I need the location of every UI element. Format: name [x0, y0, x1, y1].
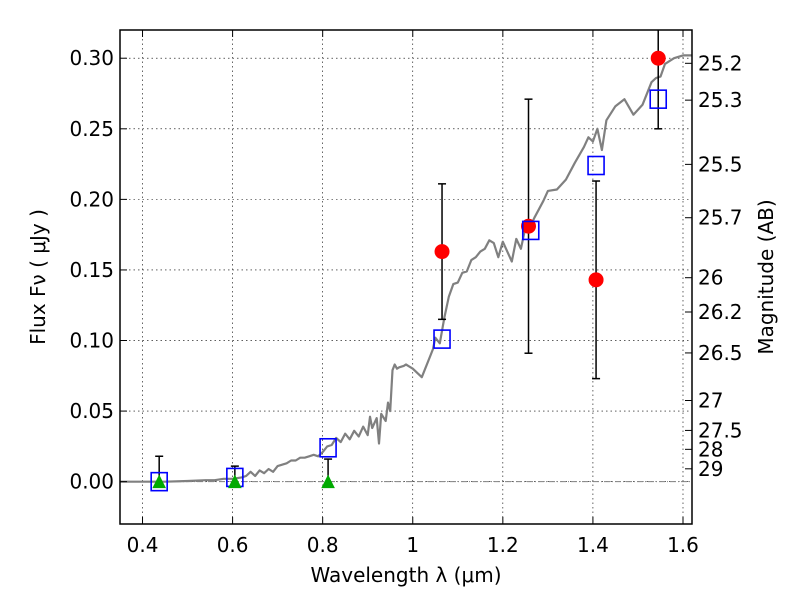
template-spectrum-line	[120, 54, 692, 483]
photometry-point	[588, 272, 604, 288]
x-tick-label: 0.6	[217, 533, 249, 557]
upper-limit-triangle	[228, 474, 242, 489]
y-tick-label: 0.15	[69, 258, 114, 282]
model-flux-square	[649, 89, 668, 109]
model-flux-square	[587, 155, 605, 176]
magnitude-tick-label: 28	[698, 437, 723, 461]
x-tick-label: 1.4	[577, 533, 609, 557]
model-flux-square	[433, 329, 451, 349]
magnitude-tick-label: 29	[698, 457, 723, 481]
error-bars	[155, 30, 663, 482]
grid	[120, 30, 692, 524]
upper-limit-triangle	[321, 474, 335, 489]
data-markers	[150, 50, 668, 492]
x-axis-title: Wavelength λ (μm)	[310, 563, 501, 587]
x-tick-label: 0.8	[307, 533, 339, 557]
y-tick-label: 0.30	[69, 46, 114, 70]
magnitude-axis-title: Magnitude (AB)	[754, 199, 778, 354]
x-tick-label: 1.2	[487, 533, 519, 557]
tick-labels: 0.4 0.6 0.8 1 1.2 1.4 1.6 0.00 0.05 0.10 0.15 0.20 0…	[69, 46, 742, 557]
y-tick-label: 0.20	[69, 187, 114, 211]
y-tick-label: 0.10	[69, 329, 114, 353]
magnitude-tick-label: 26.5	[698, 341, 743, 365]
spectrum-line	[120, 54, 692, 483]
magnitude-tick-label: 25.3	[698, 88, 743, 112]
model-flux-square	[319, 437, 337, 458]
x-tick-label: 1.6	[667, 533, 699, 557]
y-tick-label: 0.05	[69, 399, 114, 423]
magnitude-tick-label: 25.2	[698, 51, 743, 75]
ticks	[120, 30, 692, 524]
model-flux-square	[521, 220, 540, 241]
upper-limit-triangle	[152, 474, 166, 489]
magnitude-tick-label: 27	[698, 389, 723, 413]
y-axis-title: Flux Fν ( μJy )	[26, 209, 50, 345]
model-flux-square	[150, 471, 168, 492]
y-tick-label: 0.00	[69, 470, 114, 494]
x-tick-label: 0.4	[127, 533, 159, 557]
photometry-point	[521, 218, 537, 234]
photometry-point	[650, 50, 666, 66]
photometry-point	[434, 244, 450, 260]
magnitude-tick-label: 25.5	[698, 152, 743, 176]
magnitude-tick-label: 26	[698, 266, 723, 290]
magnitude-tick-label: 26.2	[698, 300, 743, 324]
plot-frame	[119, 29, 693, 525]
magnitude-tick-label: 25.7	[698, 206, 743, 230]
x-tick-label: 1	[406, 533, 419, 557]
magnitude-tick-label: 27.5	[698, 418, 743, 442]
y-tick-label: 0.25	[69, 117, 114, 141]
